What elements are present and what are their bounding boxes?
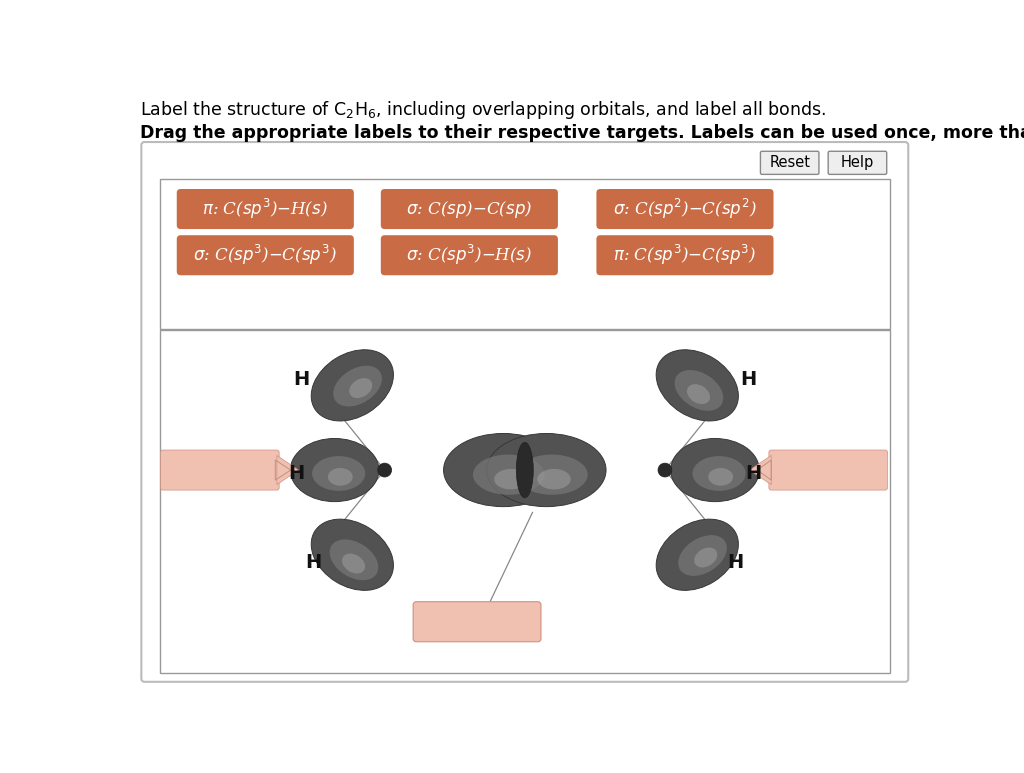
Ellipse shape (291, 438, 379, 502)
FancyBboxPatch shape (596, 235, 773, 275)
Ellipse shape (342, 553, 366, 574)
Ellipse shape (333, 366, 382, 407)
FancyBboxPatch shape (769, 450, 888, 490)
Ellipse shape (656, 519, 738, 591)
FancyBboxPatch shape (413, 601, 541, 642)
Ellipse shape (675, 370, 723, 410)
FancyBboxPatch shape (160, 179, 890, 329)
FancyBboxPatch shape (596, 189, 773, 229)
Text: H: H (745, 465, 762, 483)
Text: H: H (293, 369, 309, 389)
Ellipse shape (378, 463, 391, 477)
Ellipse shape (694, 547, 717, 567)
Text: H: H (728, 553, 743, 572)
Text: Help: Help (841, 155, 874, 170)
Ellipse shape (678, 535, 727, 576)
FancyBboxPatch shape (160, 330, 890, 673)
Ellipse shape (495, 469, 527, 489)
Ellipse shape (692, 456, 745, 491)
Ellipse shape (443, 434, 563, 506)
Polygon shape (750, 455, 771, 485)
Ellipse shape (656, 349, 738, 421)
FancyBboxPatch shape (761, 152, 819, 175)
Ellipse shape (330, 540, 378, 581)
Text: $\pi$: C($sp^3$)$-$H($s$): $\pi$: C($sp^3$)$-$H($s$) (203, 197, 329, 221)
Text: H: H (740, 369, 757, 389)
Ellipse shape (328, 468, 352, 485)
Text: $\sigma$: C($sp^3$)$-$C($sp^3$): $\sigma$: C($sp^3$)$-$C($sp^3$) (194, 243, 337, 267)
Ellipse shape (516, 442, 534, 498)
Text: Label the structure of C$_2$H$_6$, including overlapping orbitals, and label all: Label the structure of C$_2$H$_6$, inclu… (140, 99, 825, 121)
Ellipse shape (349, 378, 373, 398)
Ellipse shape (486, 434, 606, 506)
Text: $\sigma$: C($sp^3$)$-$H($s$): $\sigma$: C($sp^3$)$-$H($s$) (407, 243, 532, 267)
FancyBboxPatch shape (141, 142, 908, 682)
Ellipse shape (538, 469, 570, 489)
Text: H: H (306, 553, 322, 572)
Ellipse shape (687, 384, 710, 404)
Text: Reset: Reset (769, 155, 810, 170)
Ellipse shape (311, 519, 393, 591)
Text: Drag the appropriate labels to their respective targets. Labels can be used once: Drag the appropriate labels to their res… (140, 124, 1024, 141)
Ellipse shape (312, 456, 366, 491)
FancyBboxPatch shape (381, 235, 558, 275)
FancyBboxPatch shape (828, 152, 887, 175)
Polygon shape (276, 455, 298, 485)
FancyBboxPatch shape (381, 189, 558, 229)
FancyBboxPatch shape (177, 235, 354, 275)
Text: $\sigma$: C($sp^2$)$-$C($sp^2$): $\sigma$: C($sp^2$)$-$C($sp^2$) (613, 197, 757, 221)
Ellipse shape (311, 349, 393, 421)
Text: $\sigma$: C($sp$)$-$C($sp$): $\sigma$: C($sp$)$-$C($sp$) (407, 199, 532, 220)
Ellipse shape (516, 455, 588, 495)
Text: H: H (288, 465, 304, 483)
Text: $\pi$: C($sp^3$)$-$C($sp^3$): $\pi$: C($sp^3$)$-$C($sp^3$) (613, 243, 757, 267)
FancyBboxPatch shape (177, 189, 354, 229)
Ellipse shape (671, 438, 759, 502)
FancyBboxPatch shape (161, 450, 280, 490)
Ellipse shape (473, 455, 545, 495)
Ellipse shape (658, 463, 672, 477)
Ellipse shape (709, 468, 733, 485)
